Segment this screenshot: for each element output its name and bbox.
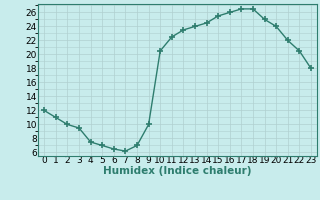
X-axis label: Humidex (Indice chaleur): Humidex (Indice chaleur) [103,166,252,176]
